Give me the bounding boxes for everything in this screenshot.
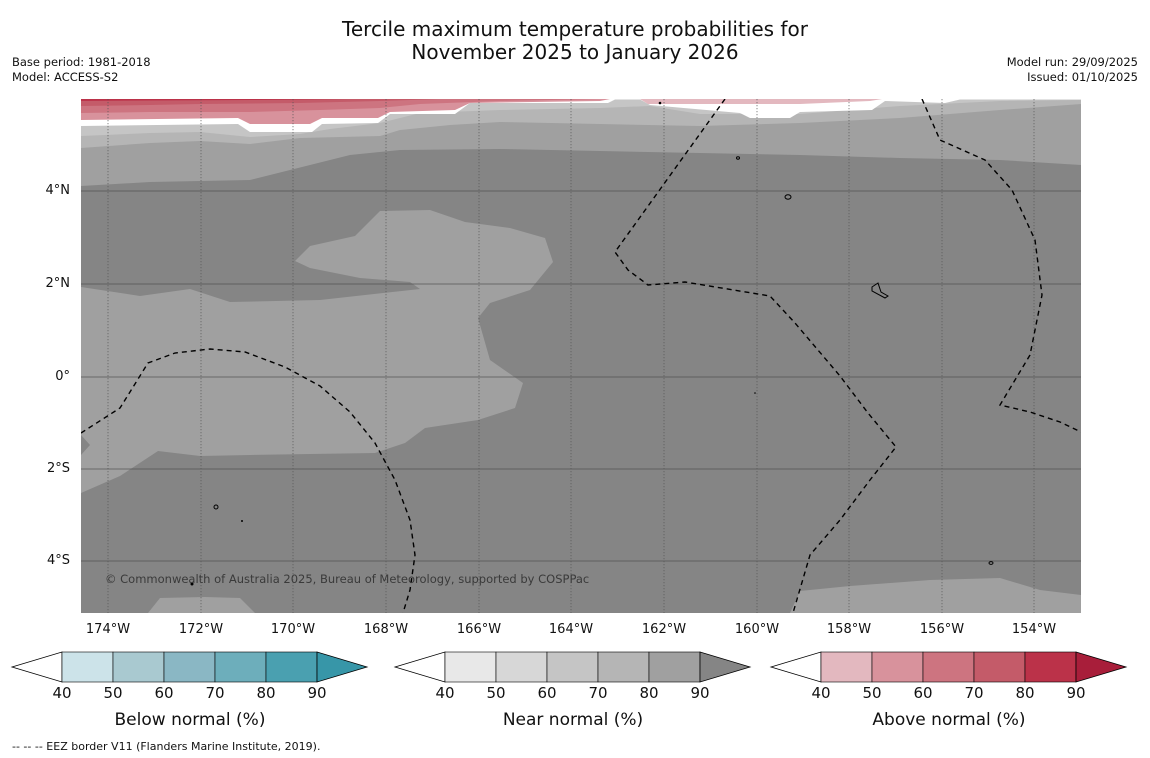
near-segment-1 [444,651,497,683]
map-title: Tercile maximum temperature probabilitie… [0,18,1150,64]
below-tick-80: 80 [256,684,276,702]
below-segment-1 [61,651,114,683]
lat-label-4n: 4°N [45,183,71,198]
lat-gridlines [81,190,1081,562]
above-segment-5 [1024,651,1077,683]
near-tick-40: 40 [435,684,455,702]
near-normal-90-patch [81,435,90,455]
near-tick-70: 70 [588,684,608,702]
south-patch-west [148,597,255,613]
near-extend-high [699,651,752,683]
above-segment-3 [922,651,975,683]
eez-footnote: -- -- -- EEZ border V11 (Flanders Marine… [12,740,321,753]
model-name: Model: ACCESS-S2 [12,70,119,84]
lat-label-2s: 2°S [46,461,70,476]
near-tick-80: 80 [639,684,659,702]
above-tick-40: 40 [811,684,831,702]
lon-label-154w: 154°W [1011,622,1057,637]
colorbar-below-normal [10,651,369,683]
small-atolls [190,101,756,586]
below-tick-40: 40 [52,684,72,702]
below-normal-label: Below normal (%) [114,710,266,730]
lon-label-170w: 170°W [270,622,316,637]
lon-label-172w: 172°W [178,622,224,637]
title-line-1: Tercile maximum temperature probabilitie… [342,17,808,41]
map-field [81,99,1081,613]
above-normal-40-band [81,99,1081,104]
lon-label-156w: 156°W [919,622,965,637]
above-normal-80-band [81,99,350,101]
meta-left: Base period: 1981-2018 Model: ACCESS-S2 [12,55,151,85]
below-tick-60: 60 [154,684,174,702]
base-period: Base period: 1981-2018 [12,55,151,69]
lon-label-174w: 174°W [85,622,131,637]
meta-right: Model run: 29/09/2025 Issued: 01/10/2025 [1007,55,1138,85]
above-tick-80: 80 [1015,684,1035,702]
below-tick-90: 90 [307,684,327,702]
above-tick-50: 50 [862,684,882,702]
lat-label-2n: 2°N [45,276,71,291]
lon-label-158w: 158°W [826,622,872,637]
near-segment-4 [597,651,650,683]
below-segment-3 [163,651,216,683]
issued-date: Issued: 01/10/2025 [1027,70,1138,84]
above-segment-2 [871,651,924,683]
above-extend-high [1075,651,1128,683]
south-patch-east [790,578,1081,613]
near-normal-label: Near normal (%) [502,710,644,730]
above-normal-label: Above normal (%) [872,710,1026,730]
islands [213,156,994,565]
lon-label-168w: 168°W [363,622,409,637]
above-segment-1 [820,651,873,683]
near-segment-3 [546,651,599,683]
below-tick-50: 50 [103,684,123,702]
lat-label-eq: 0° [55,369,70,384]
near-extend-low [393,651,446,683]
above-tick-60: 60 [913,684,933,702]
above-segment-4 [973,651,1026,683]
near-segment-2 [495,651,548,683]
below-extend-low [10,651,63,683]
near-normal-80-tongue [81,210,553,493]
lat-label-4s: 4°S [46,553,70,568]
title-line-2: November 2025 to January 2026 [411,40,739,64]
below-extend-high [316,651,369,683]
lon-label-160w: 160°W [734,622,780,637]
lon-label-162w: 162°W [641,622,687,637]
below-tick-70: 70 [205,684,225,702]
below-segment-2 [112,651,165,683]
below-segment-5 [265,651,318,683]
near-tick-90: 90 [690,684,710,702]
colorbar-near-normal [393,651,752,683]
above-extend-low [769,651,822,683]
above-normal-70-band [81,99,440,106]
lon-label-164w: 164°W [548,622,594,637]
near-tick-60: 60 [537,684,557,702]
near-segment-5 [648,651,701,683]
colorbar-above-normal [769,651,1128,683]
model-run: Model run: 29/09/2025 [1006,55,1138,69]
copyright-text: © Commonwealth of Australia 2025, Bureau… [105,572,589,586]
above-tick-70: 70 [964,684,984,702]
below-segment-4 [214,651,267,683]
lon-label-166w: 166°W [456,622,502,637]
above-tick-90: 90 [1066,684,1086,702]
eez-borders [81,99,1081,613]
near-tick-50: 50 [486,684,506,702]
